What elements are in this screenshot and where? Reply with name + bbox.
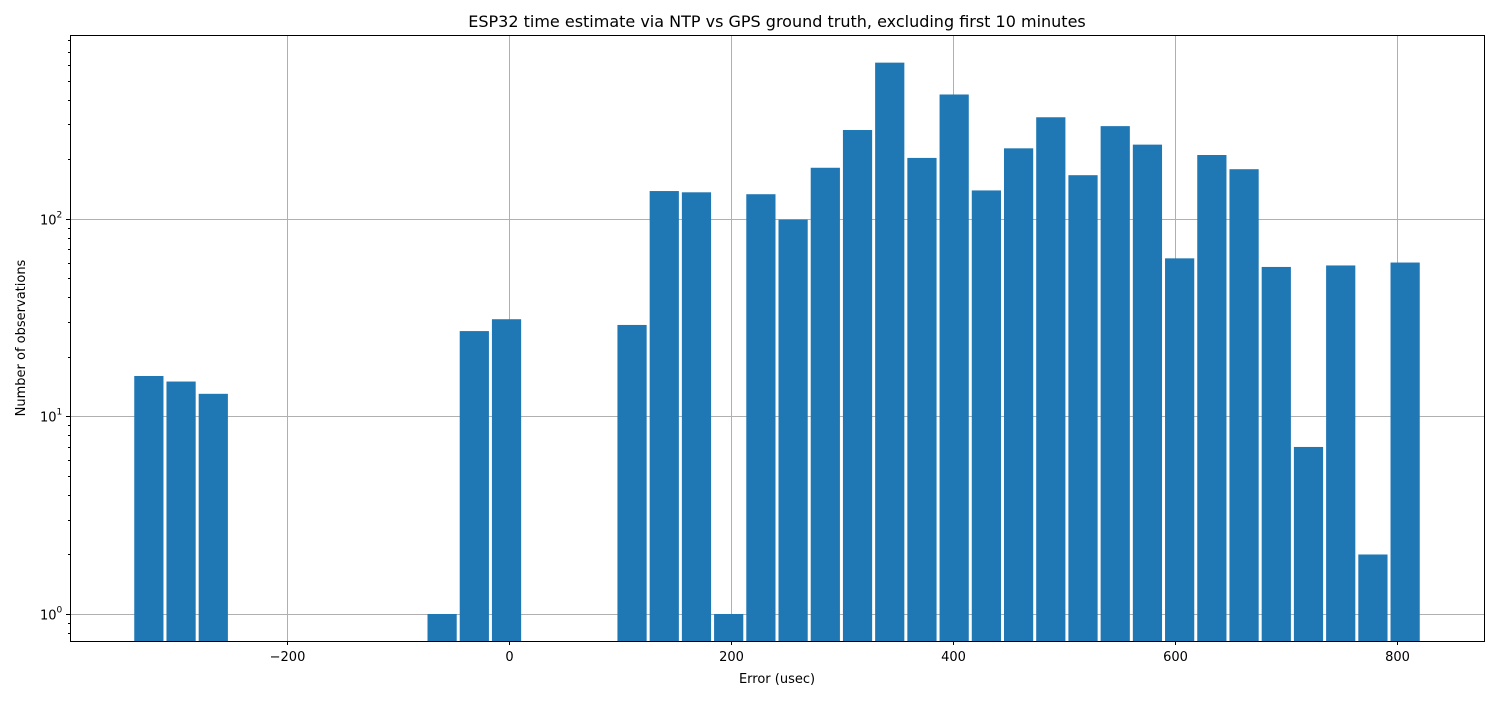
histogram-bar bbox=[1165, 258, 1195, 641]
x-tick-label: 800 bbox=[1385, 650, 1410, 665]
histogram-bar bbox=[875, 62, 905, 642]
histogram-bar bbox=[1261, 266, 1291, 641]
histogram-bar bbox=[714, 613, 744, 641]
histogram-bar bbox=[1326, 265, 1356, 641]
histogram-bar bbox=[1197, 155, 1227, 641]
histogram-bar bbox=[1358, 554, 1388, 641]
histogram-bar bbox=[1068, 175, 1098, 641]
histogram-bar bbox=[459, 331, 489, 641]
y-tick-label: 100 bbox=[40, 606, 63, 624]
histogram-bar bbox=[842, 130, 873, 641]
x-tick-label: 600 bbox=[1163, 650, 1188, 665]
histogram-bar bbox=[907, 157, 937, 642]
histogram-bar bbox=[491, 319, 522, 641]
y-tick-label: 102 bbox=[40, 211, 62, 229]
histogram-bar bbox=[778, 219, 808, 642]
x-axis-label: Error (usec) bbox=[739, 672, 815, 687]
histogram-bar bbox=[198, 393, 228, 641]
histogram-bar bbox=[1132, 144, 1163, 642]
histogram-bar bbox=[617, 324, 647, 641]
histogram-bar bbox=[746, 194, 776, 641]
histogram-bar bbox=[681, 192, 712, 642]
histogram-bar bbox=[1036, 117, 1066, 641]
histogram-bar bbox=[649, 191, 679, 641]
y-axis-label: Number of observations bbox=[14, 259, 29, 416]
histogram-bar bbox=[1229, 169, 1259, 642]
histogram-bar bbox=[134, 375, 164, 641]
histogram-bar bbox=[427, 613, 457, 641]
histogram-bar bbox=[1390, 262, 1420, 641]
histogram-bar bbox=[971, 190, 1001, 642]
histogram-bar bbox=[939, 94, 969, 642]
axis-ticks: −200 0 200 400 600 800 100 101 102 bbox=[40, 40, 1410, 665]
histogram-bar bbox=[1293, 446, 1324, 641]
histogram-bar bbox=[166, 381, 196, 641]
x-tick-label: 200 bbox=[719, 650, 744, 665]
plot-frame bbox=[70, 35, 1485, 642]
x-tick-label: −200 bbox=[270, 650, 306, 665]
chart-title: ESP32 time estimate via NTP vs GPS groun… bbox=[468, 12, 1086, 31]
x-tick-label: 0 bbox=[505, 650, 513, 665]
bars bbox=[134, 62, 1420, 642]
histogram-bar bbox=[1100, 126, 1130, 641]
x-tick-label: 400 bbox=[941, 650, 966, 665]
y-tick-label: 101 bbox=[40, 408, 62, 426]
histogram-bar bbox=[1003, 148, 1034, 641]
histogram-bar bbox=[810, 167, 840, 642]
